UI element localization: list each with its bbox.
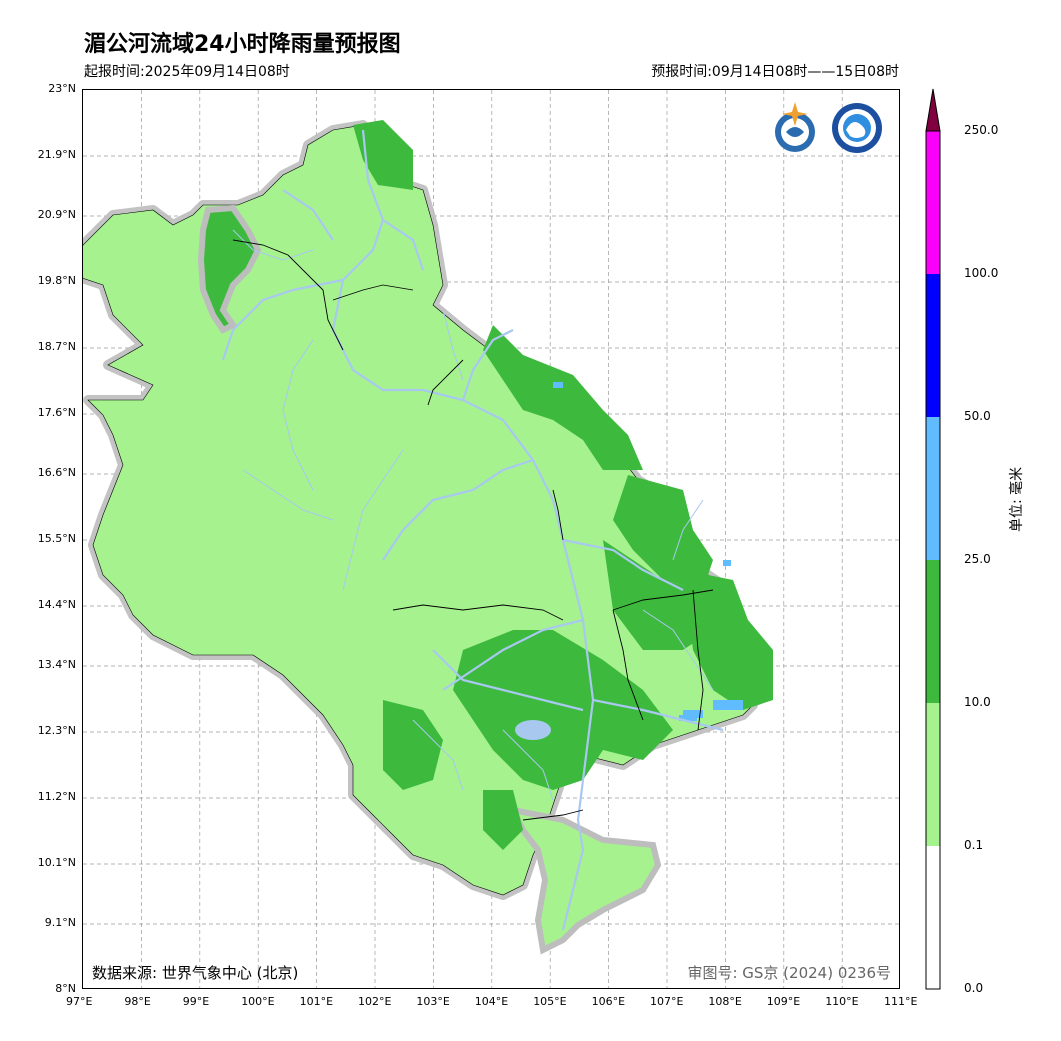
river-network: [221, 129, 724, 931]
lat-tick-label: 10.1°N: [37, 856, 76, 869]
lon-tick-label: 104°E: [474, 995, 509, 1008]
lon-tick-label: 99°E: [182, 995, 210, 1008]
lat-tick-label: 9.1°N: [44, 916, 76, 929]
colorbar-tick-label: 0.0: [964, 981, 984, 995]
lon-tick-label: 101°E: [299, 995, 334, 1008]
lat-tick-label: 16.6°N: [37, 466, 76, 479]
lat-tick-label: 12.3°N: [37, 724, 76, 737]
lon-tick-label: 111°E: [884, 995, 918, 1008]
colorbar-tick-label: 0.1: [964, 838, 984, 852]
lon-tick-label: 106°E: [591, 995, 626, 1008]
lat-tick-label: 19.8°N: [37, 274, 76, 287]
colorbar-tick-label: 250.0: [964, 123, 999, 137]
forecast-time: 预报时间:09月14日08时——15日08时: [651, 64, 899, 80]
lat-tick-label: 21.9°N: [37, 148, 76, 161]
tonle-sap-lake: [515, 720, 551, 740]
lon-tick-label: 107°E: [650, 995, 684, 1008]
lat-tick-label: 20.9°N: [37, 208, 76, 221]
map-title: 湄公河流域24小时降雨量预报图: [84, 32, 401, 57]
colorbar-tick-label: 100.0: [964, 266, 999, 280]
lon-tick-label: 110°E: [825, 995, 859, 1008]
lat-tick-label: 17.6°N: [37, 406, 76, 419]
unit-label: 单位: 毫米: [1009, 466, 1025, 532]
lat-tick-label: 14.4°N: [37, 598, 76, 611]
rainfall-map: [83, 90, 899, 988]
lon-tick-label: 102°E: [358, 995, 392, 1008]
wmo-logo-icon: [775, 102, 815, 152]
colorbar-tick-label: 10.0: [964, 695, 991, 709]
map-panel[interactable]: [82, 89, 900, 989]
rain-25-50mm: [553, 382, 743, 721]
lon-tick-label: 97°E: [66, 995, 93, 1008]
river-tributaries: [232, 229, 714, 801]
lat-tick-label: 11.2°N: [37, 790, 76, 803]
lat-tick-label: 23°N: [48, 82, 76, 95]
lon-tick-label: 109°E: [766, 995, 801, 1008]
review-number: 审图号: GS京 (2024) 0236号: [687, 964, 891, 982]
issue-time: 起报时间:2025年09月14日08时: [84, 64, 290, 80]
lat-tick-label: 13.4°N: [37, 658, 76, 671]
lon-tick-label: 108°E: [708, 995, 742, 1008]
lat-tick-label: 15.5°N: [37, 532, 76, 545]
sub-basin-boundary: [332, 284, 414, 301]
country-borders: [232, 239, 714, 821]
cma-logo-icon: [832, 103, 882, 153]
lat-tick-label: 8°N: [55, 982, 76, 995]
basin-northwest-lobe: [197, 204, 262, 334]
lon-tick-label: 103°E: [416, 995, 450, 1008]
lon-tick-label: 100°E: [241, 995, 275, 1008]
rain-10-25mm: [353, 120, 773, 850]
basin-delta: [507, 805, 662, 955]
colorbar-tick-label: 50.0: [964, 409, 991, 423]
data-source: 数据来源: 世界气象中心 (北京): [92, 964, 299, 982]
colorbar: [925, 88, 941, 990]
colorbar-tick-label: 25.0: [964, 552, 991, 566]
lon-tick-label: 105°E: [533, 995, 567, 1008]
lon-tick-label: 98°E: [124, 995, 151, 1008]
lat-tick-label: 18.7°N: [37, 340, 76, 353]
